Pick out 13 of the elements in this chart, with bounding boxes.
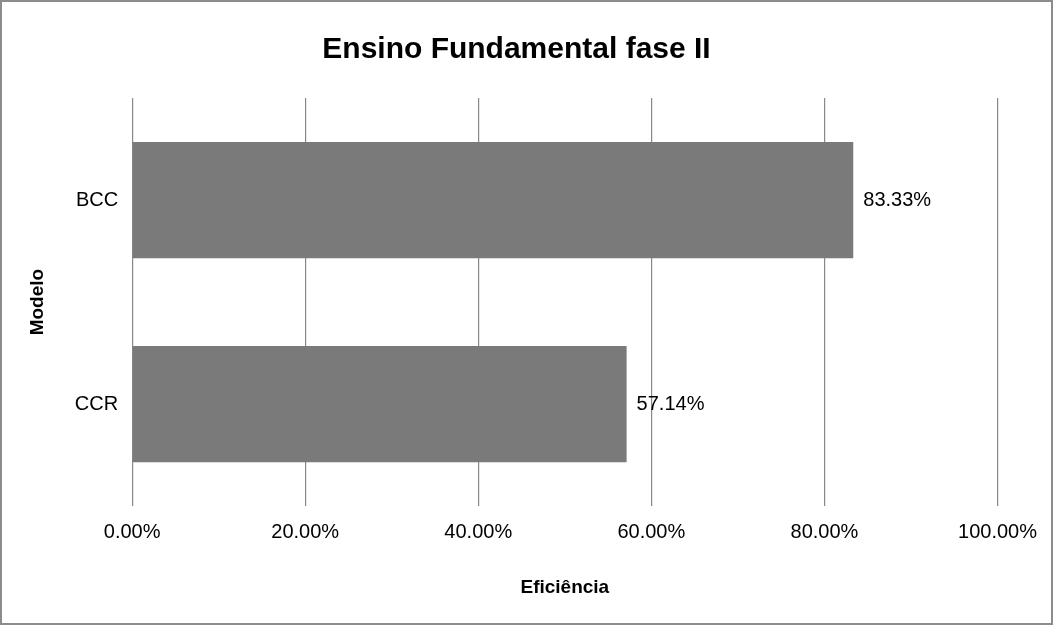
y-tick-label: BCC bbox=[75, 187, 119, 210]
data-label: 57.14% bbox=[636, 391, 705, 414]
x-tick-label: 20.00% bbox=[271, 519, 340, 542]
x-tick-label: 100.00% bbox=[958, 519, 1038, 542]
y-tick-label: CCR bbox=[74, 391, 119, 414]
x-tick-label: 80.00% bbox=[790, 519, 859, 542]
x-tick-label: 60.00% bbox=[617, 519, 686, 542]
x-tick-label: 0.00% bbox=[103, 519, 161, 542]
chart-title: Ensino Fundamental fase II bbox=[322, 31, 711, 65]
x-tick-label: 40.00% bbox=[444, 519, 513, 542]
y-axis-title: Modelo bbox=[25, 268, 47, 336]
x-axis-title: Eficiência bbox=[520, 575, 610, 597]
data-label: 83.33% bbox=[863, 187, 932, 210]
